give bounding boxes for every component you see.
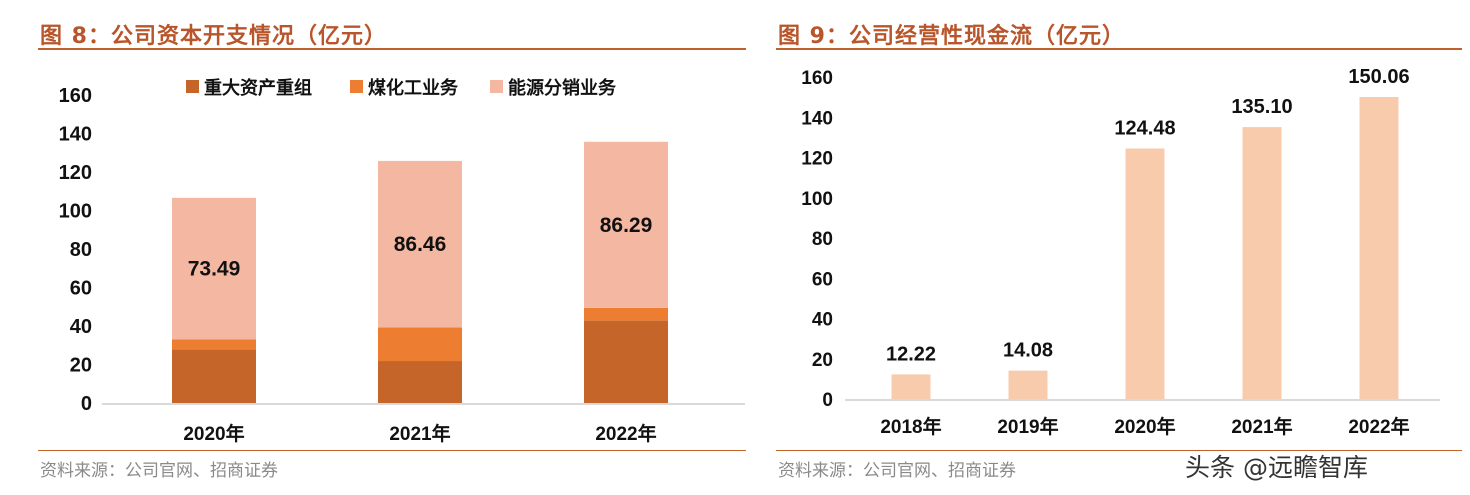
data-label: 12.22 bbox=[886, 343, 936, 365]
bar bbox=[1008, 370, 1048, 399]
data-label: 14.08 bbox=[1003, 340, 1053, 362]
y-tick-label: 120 bbox=[801, 149, 833, 170]
bar-segment-1 bbox=[378, 327, 462, 362]
y-tick-label: 40 bbox=[812, 310, 833, 331]
bar-segment-0 bbox=[378, 361, 462, 403]
bar bbox=[1242, 127, 1282, 399]
y-tick-label: 80 bbox=[812, 229, 833, 250]
y-tick-label: 80 bbox=[70, 239, 92, 261]
y-tick-label: 160 bbox=[801, 68, 833, 89]
x-tick-label: 2018年 bbox=[880, 415, 941, 438]
y-tick-label: 160 bbox=[59, 85, 92, 107]
x-tick-label: 2020年 bbox=[1114, 415, 1175, 438]
x-tick-label: 2021年 bbox=[1231, 415, 1292, 438]
y-tick-label: 60 bbox=[812, 269, 833, 290]
data-label: 135.10 bbox=[1231, 96, 1292, 118]
y-tick-label: 120 bbox=[59, 162, 92, 184]
bar-segment-2 bbox=[172, 197, 256, 340]
x-tick-label: 2019年 bbox=[997, 415, 1058, 438]
y-tick-label: 140 bbox=[801, 108, 833, 129]
bar bbox=[1359, 97, 1399, 400]
data-label: 86.46 bbox=[394, 233, 447, 256]
x-tick-label: 2022年 bbox=[595, 422, 656, 445]
bar bbox=[891, 374, 931, 399]
y-tick-label: 40 bbox=[70, 316, 92, 338]
legend-label-1: 煤化工业务 bbox=[368, 77, 459, 98]
x-tick-label: 2020年 bbox=[183, 422, 244, 445]
right-source: 资料来源：公司官网、招商证券 bbox=[778, 461, 1016, 481]
y-tick-label: 20 bbox=[812, 350, 833, 371]
data-label: 73.49 bbox=[188, 258, 241, 281]
capex-stacked-bar-chart: 0 20 40 60 80 100 120 140 160 73.49 2020年 86.46 2021… bbox=[59, 77, 745, 445]
legend-label-0: 重大资产重组 bbox=[204, 77, 312, 98]
x-tick-label: 2022年 bbox=[1348, 415, 1409, 438]
y-tick-label: 20 bbox=[70, 355, 92, 377]
bar-segment-1 bbox=[172, 339, 256, 350]
legend-swatch-1 bbox=[350, 80, 363, 93]
left-title-rule bbox=[38, 48, 746, 50]
bar-segment-2 bbox=[378, 160, 462, 328]
y-tick-label: 60 bbox=[70, 278, 92, 300]
left-footer-rule bbox=[38, 450, 746, 451]
legend-swatch-2 bbox=[490, 80, 503, 93]
right-footer-rule bbox=[776, 450, 1462, 451]
data-label: 124.48 bbox=[1114, 117, 1175, 139]
bar-segment-1 bbox=[584, 307, 668, 321]
bar-segment-2 bbox=[584, 141, 668, 308]
legend-label-2: 能源分销业务 bbox=[508, 77, 617, 98]
bar-segment-0 bbox=[584, 320, 668, 403]
y-tick-label: 100 bbox=[59, 201, 92, 223]
bar-segment-0 bbox=[172, 349, 256, 403]
cashflow-bar-chart: 0 20 40 60 80 100 120 140 160 12.22 2018年 14.08 2019… bbox=[801, 66, 1440, 438]
watermark: 头条 @远瞻智库 bbox=[1185, 453, 1368, 482]
right-chart-title: 图 9：公司经营性现金流（亿元） bbox=[778, 24, 1125, 49]
y-tick-label: 140 bbox=[59, 124, 92, 146]
y-tick-label: 100 bbox=[801, 189, 833, 210]
left-source: 资料来源：公司官网、招商证券 bbox=[40, 461, 278, 481]
bar bbox=[1125, 148, 1165, 399]
right-title-rule bbox=[776, 48, 1462, 50]
left-chart-title: 图 8：公司资本开支情况（亿元） bbox=[40, 24, 387, 49]
x-tick-label: 2021年 bbox=[389, 422, 450, 445]
data-label: 86.29 bbox=[600, 214, 653, 237]
legend-swatch-0 bbox=[186, 80, 199, 93]
data-label: 150.06 bbox=[1348, 66, 1409, 88]
y-tick-label: 0 bbox=[81, 393, 92, 415]
y-tick-label: 0 bbox=[822, 390, 833, 411]
